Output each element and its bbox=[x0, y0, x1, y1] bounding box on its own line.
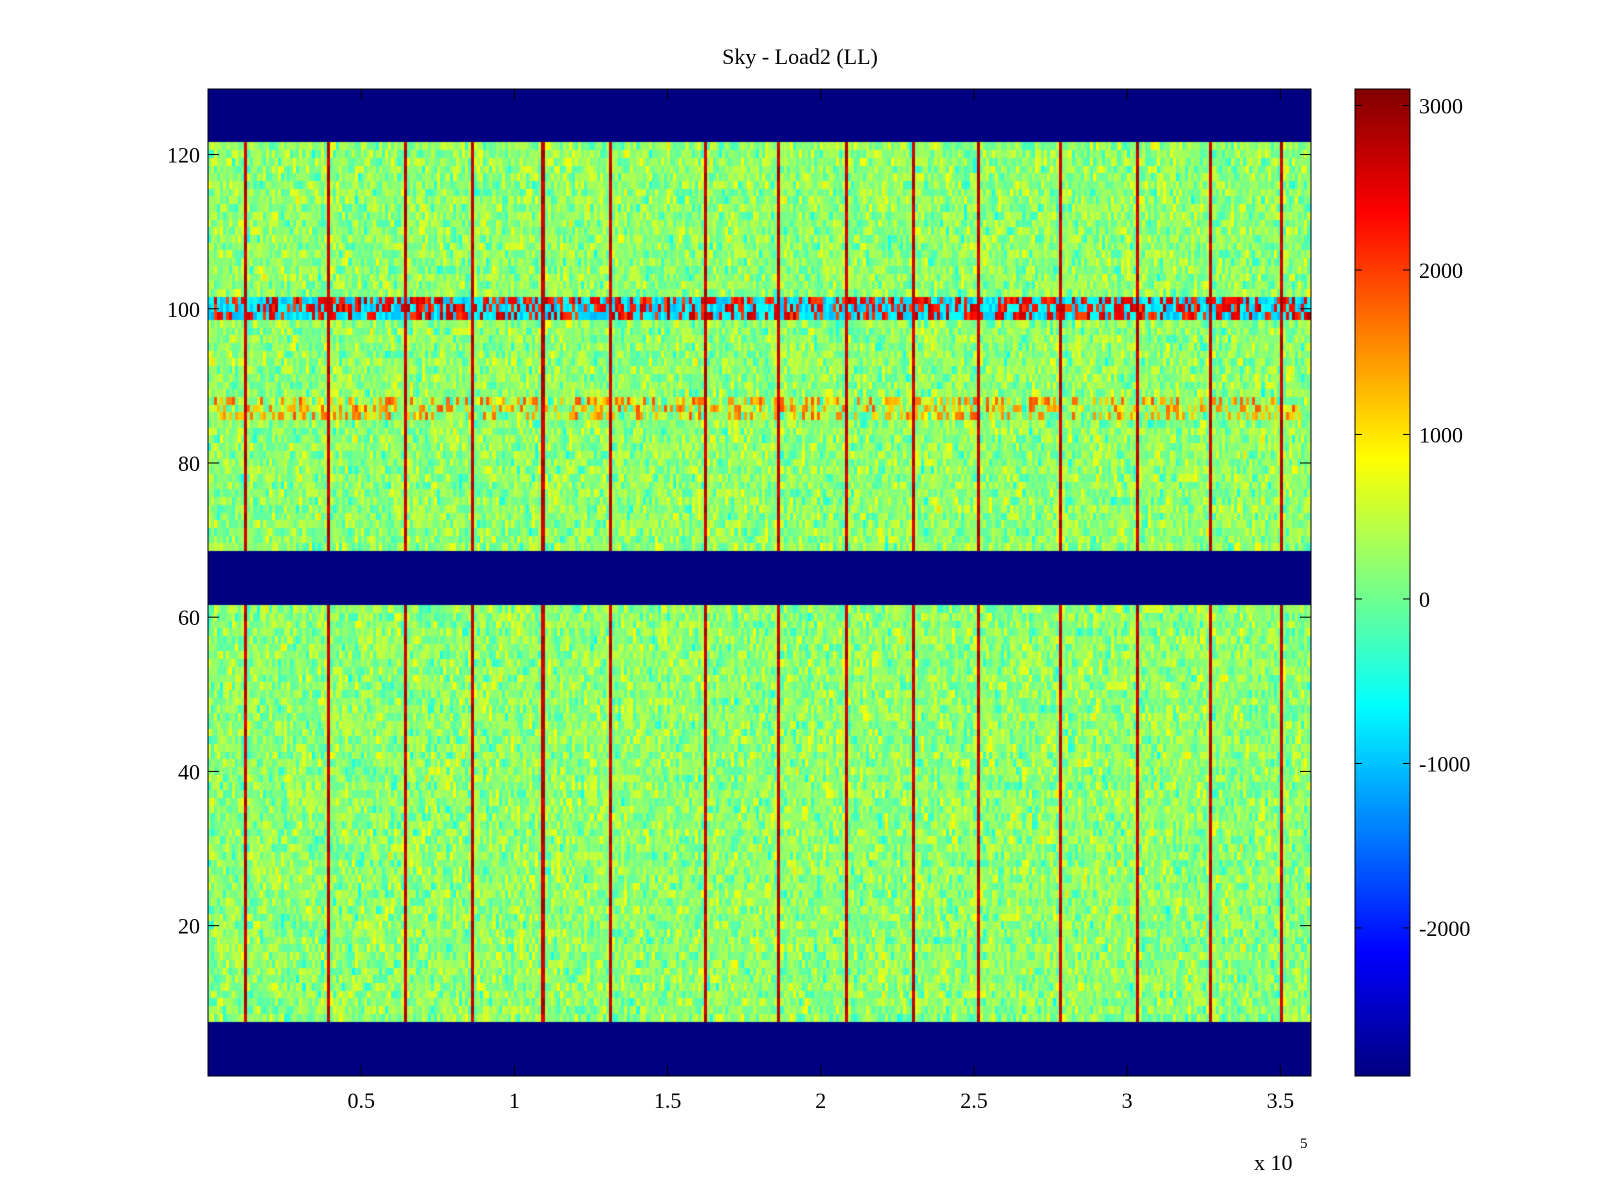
x-tick-label: 0.5 bbox=[347, 1088, 375, 1113]
colorbar bbox=[1354, 88, 1411, 1077]
x-multiplier-label: x 10 bbox=[1254, 1150, 1293, 1175]
x-tick-label: 1 bbox=[509, 1088, 520, 1113]
y-tick-label: 20 bbox=[178, 914, 200, 939]
x-tick-label: 2.5 bbox=[960, 1088, 988, 1113]
plot-frame bbox=[207, 88, 1312, 1077]
y-tick-label: 40 bbox=[178, 759, 200, 784]
y-tick-label: 60 bbox=[178, 605, 200, 630]
colorbar-tick-label: -1000 bbox=[1419, 751, 1470, 776]
chart-title: Sky - Load2 (LL) bbox=[722, 44, 878, 69]
colorbar-tick-label: 1000 bbox=[1419, 422, 1463, 447]
x-multiplier-exponent: 5 bbox=[1300, 1136, 1308, 1152]
y-tick-label: 120 bbox=[167, 143, 200, 168]
x-tick-label: 3 bbox=[1122, 1088, 1133, 1113]
x-tick-label: 2 bbox=[815, 1088, 826, 1113]
y-tick-label: 80 bbox=[178, 451, 200, 476]
x-tick-label: 1.5 bbox=[654, 1088, 682, 1113]
colorbar-tick-label: 2000 bbox=[1419, 258, 1463, 283]
colorbar-tick-label: 3000 bbox=[1419, 93, 1463, 118]
colorbar-tick-label: 0 bbox=[1419, 587, 1430, 612]
x-tick-label: 3.5 bbox=[1267, 1088, 1295, 1113]
colorbar-tick-label: -2000 bbox=[1419, 916, 1470, 941]
y-tick-label: 100 bbox=[167, 297, 200, 322]
heatmap-image bbox=[208, 89, 1311, 1076]
